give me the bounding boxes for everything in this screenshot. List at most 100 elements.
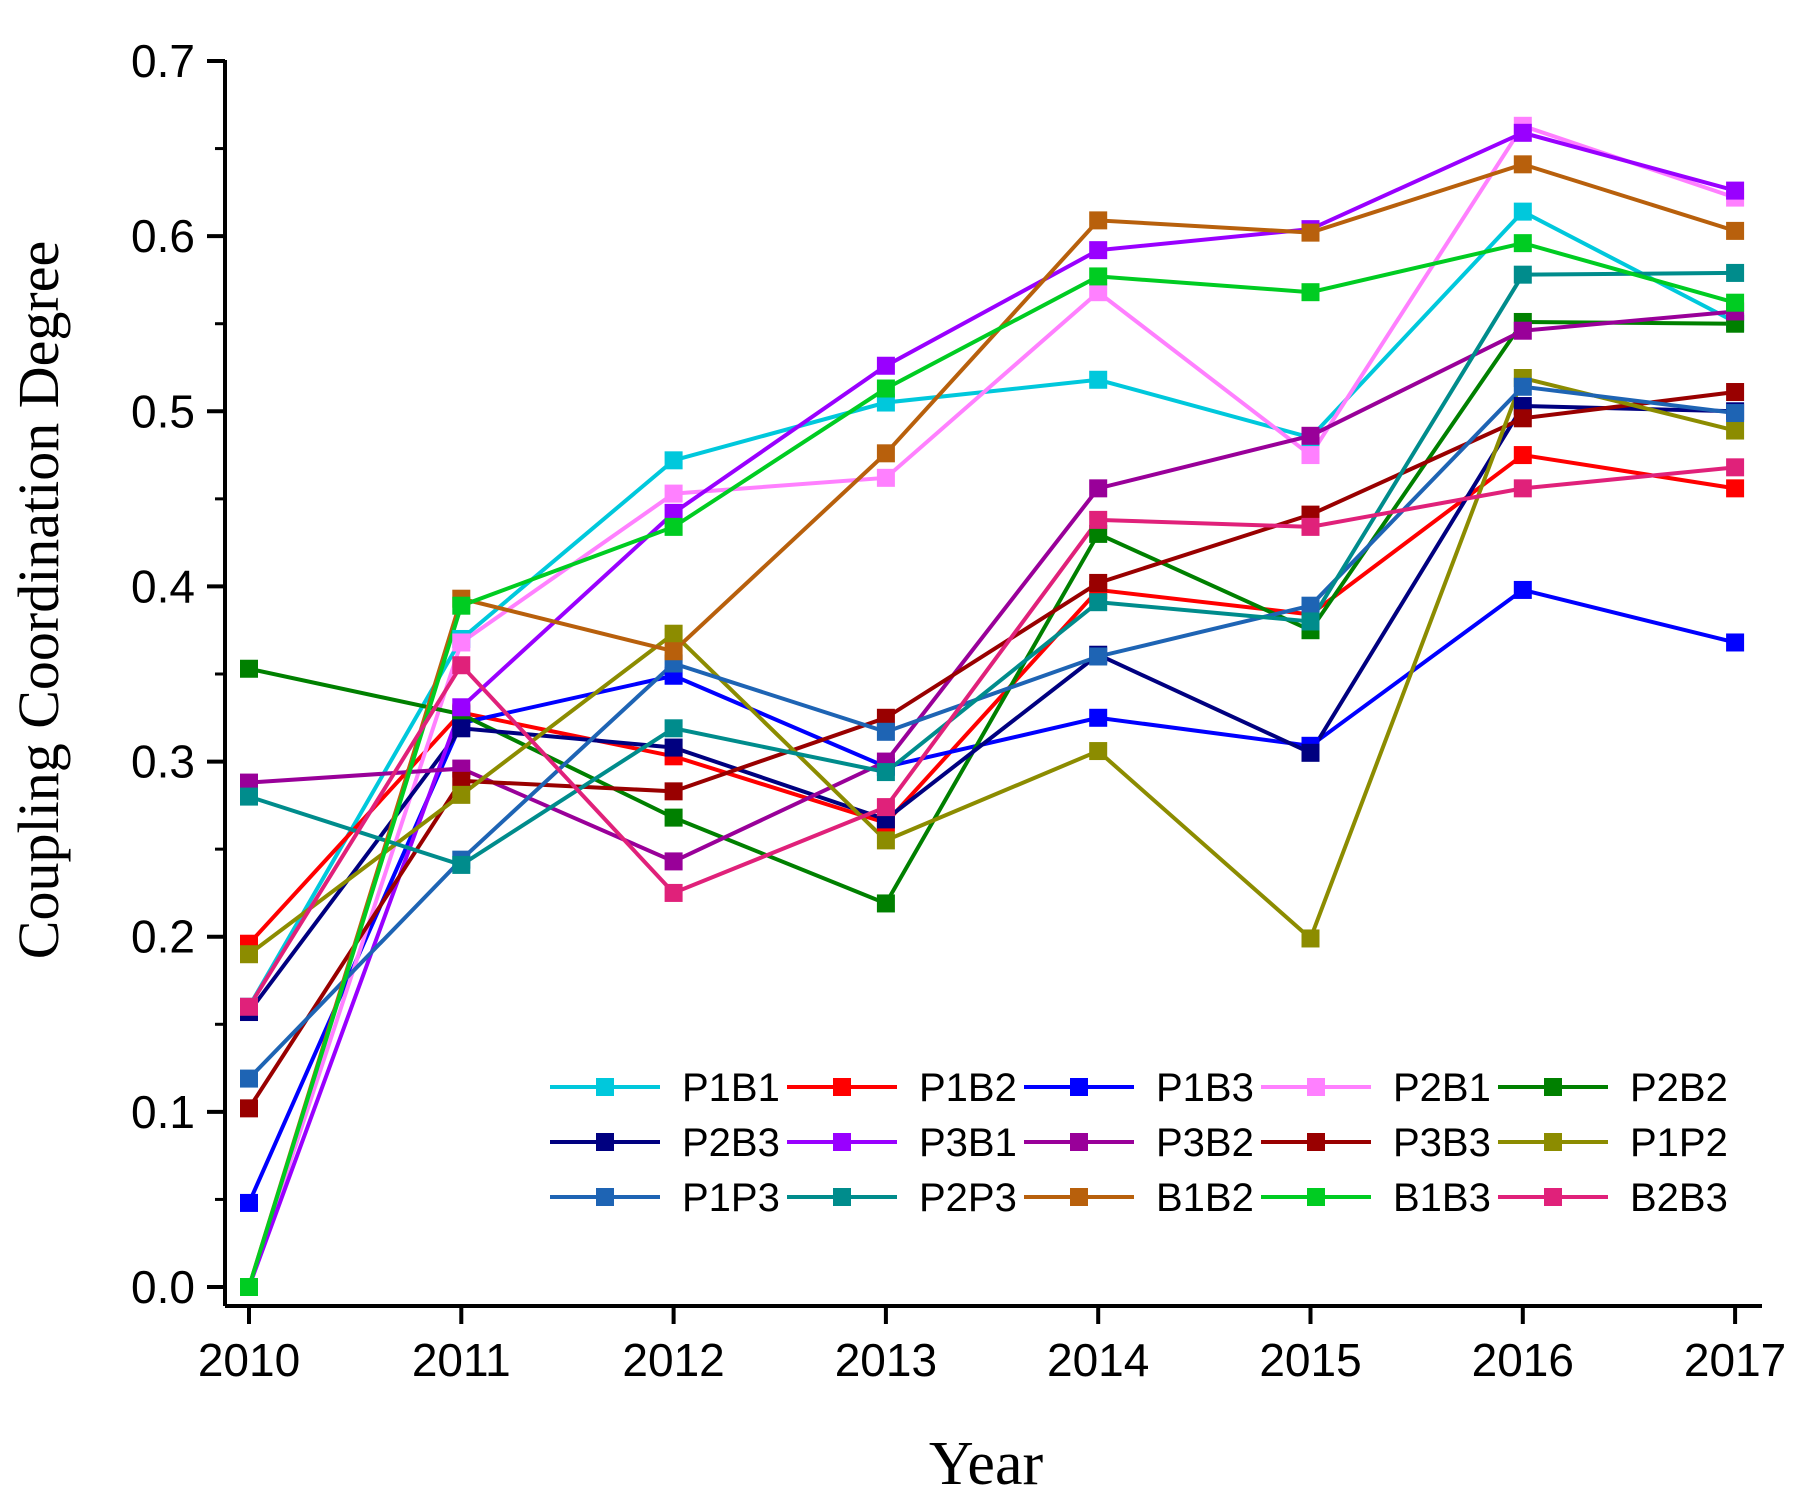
data-point-p3b2 — [1089, 479, 1108, 498]
legend-label: P1P2 — [1630, 1121, 1728, 1165]
data-point-p3b1 — [1726, 181, 1745, 200]
data-point-b2b3 — [1513, 479, 1532, 498]
data-point-b2b3 — [1089, 510, 1108, 529]
data-point-p1b3 — [1513, 580, 1532, 599]
data-point-p1b1 — [664, 451, 683, 470]
x-tick-label: 2010 — [198, 1334, 300, 1386]
data-point-p1p2 — [876, 831, 895, 850]
legend-swatch-marker — [1070, 1188, 1088, 1206]
data-point-p1p3 — [1513, 377, 1532, 396]
x-tick-label: 2014 — [1047, 1334, 1149, 1386]
legend-item-b1b2: B1B2 — [1024, 1176, 1254, 1220]
legend-item-p2p3: P2P3 — [787, 1176, 1017, 1220]
legend-swatch-marker — [1544, 1078, 1562, 1096]
legend-item-p2b1: P2B1 — [1261, 1066, 1491, 1110]
legend-item-p2b2: P2B2 — [1498, 1066, 1728, 1110]
data-point-p2b1 — [876, 468, 895, 487]
y-axis-title: Coupling Coordination Degree — [6, 241, 71, 959]
legend-item-p1p3: P1P3 — [550, 1176, 780, 1220]
y-tick-label: 0.2 — [131, 911, 195, 963]
legend-swatch-marker — [1544, 1133, 1562, 1151]
series-line-p3b1 — [247, 130, 1736, 1288]
legend-item-p3b2: P3B2 — [1024, 1121, 1254, 1165]
x-tick-label: 2017 — [1684, 1334, 1786, 1386]
data-point-p2b3 — [1301, 743, 1320, 762]
data-point-p2b2 — [664, 808, 683, 827]
series-line-p3b2 — [248, 309, 1736, 864]
series-line-p2b3 — [247, 404, 1736, 1014]
data-point-p1p2 — [1726, 421, 1745, 440]
data-point-b2b3 — [876, 798, 895, 817]
data-point-b1b2 — [1513, 155, 1532, 174]
y-tick-label: 0.0 — [131, 1261, 195, 1313]
data-point-p1p3 — [876, 722, 895, 741]
data-point-p3b3 — [1726, 383, 1745, 402]
data-point-b2b3 — [664, 883, 683, 902]
legend-item-p1p2: P1P2 — [1498, 1121, 1728, 1165]
data-point-p2b1 — [452, 633, 471, 652]
legend: P1B1 P1B2 P1B3 P2B1 P2B2 P2B3 P3B1 P3B2 P3B3 P1P2… — [550, 1066, 1728, 1220]
data-point-b1b3 — [1513, 234, 1532, 253]
data-point-p3b3 — [1089, 573, 1108, 592]
data-point-p1b1 — [1089, 370, 1108, 389]
data-point-p3b2 — [1513, 321, 1532, 340]
y-tick-label: 0.4 — [131, 560, 195, 612]
legend-swatch-marker — [596, 1078, 614, 1096]
legend-label: P2P3 — [919, 1176, 1017, 1220]
data-point-p2b1 — [1089, 283, 1108, 302]
data-point-b1b3 — [664, 517, 683, 536]
data-point-b1b3 — [1726, 293, 1745, 312]
series-line-b1b3 — [247, 241, 1736, 1288]
data-point-p1p2 — [1089, 742, 1108, 761]
legend-item-p1b1: P1B1 — [550, 1066, 780, 1110]
data-point-p1b3 — [240, 1193, 258, 1212]
legend-swatch-marker — [1544, 1188, 1562, 1206]
data-point-b2b3 — [1301, 517, 1320, 536]
data-point-p2p3 — [876, 763, 895, 782]
data-point-b1b3 — [876, 379, 895, 398]
series-line-p3b3 — [247, 390, 1736, 1110]
data-point-b1b3 — [1089, 267, 1108, 286]
data-point-p1b3 — [1726, 633, 1745, 652]
x-tick-label: 2013 — [835, 1334, 937, 1386]
data-point-p2p3 — [664, 719, 683, 738]
y-tick-label: 0.3 — [131, 736, 195, 788]
data-point-p2b2 — [1089, 524, 1108, 543]
legend-label: P2B2 — [1630, 1066, 1728, 1110]
x-tick-label: 2012 — [622, 1334, 724, 1386]
data-point-p2p3 — [240, 787, 258, 806]
series-line-b2b3 — [247, 465, 1736, 1008]
data-point-p1b2 — [1726, 479, 1745, 498]
y-tick-label: 0.1 — [131, 1086, 195, 1138]
data-point-p1p3 — [1726, 404, 1745, 423]
legend-swatch-marker — [1307, 1133, 1325, 1151]
data-point-p3b1 — [452, 698, 471, 717]
data-point-p1b3 — [1089, 708, 1108, 727]
y-tick-label: 0.5 — [131, 385, 195, 437]
data-point-p3b1 — [664, 503, 683, 522]
data-point-p2p3 — [1513, 265, 1532, 284]
y-tick-label: 0.6 — [131, 210, 195, 262]
legend-item-p2b3: P2B3 — [550, 1121, 780, 1165]
legend-swatch-marker — [833, 1188, 851, 1206]
legend-label: P1B3 — [1156, 1066, 1254, 1110]
data-point-b1b2 — [1726, 221, 1745, 240]
data-point-p3b3 — [1513, 409, 1532, 428]
x-tick-label: 2011 — [412, 1334, 511, 1386]
legend-swatch-marker — [833, 1133, 851, 1151]
data-point-p3b3 — [452, 771, 471, 790]
y-tick-label: 0.7 — [131, 35, 195, 87]
data-point-p2p3 — [1301, 612, 1320, 631]
legend-swatch-marker — [833, 1078, 851, 1096]
data-point-p1b1 — [1513, 202, 1532, 221]
data-point-p2b2 — [876, 894, 895, 913]
data-point-p2b3 — [452, 719, 471, 738]
plot-markers — [240, 116, 1745, 1296]
legend-swatch-marker — [1070, 1078, 1088, 1096]
legend-label: P2B1 — [1393, 1066, 1491, 1110]
legend-item-b2b3: B2B3 — [1498, 1176, 1728, 1220]
data-point-b1b3 — [1301, 283, 1320, 302]
data-point-b1b2 — [1301, 223, 1320, 242]
data-point-b2b3 — [1726, 458, 1745, 477]
series-line-p1b2 — [247, 452, 1736, 946]
